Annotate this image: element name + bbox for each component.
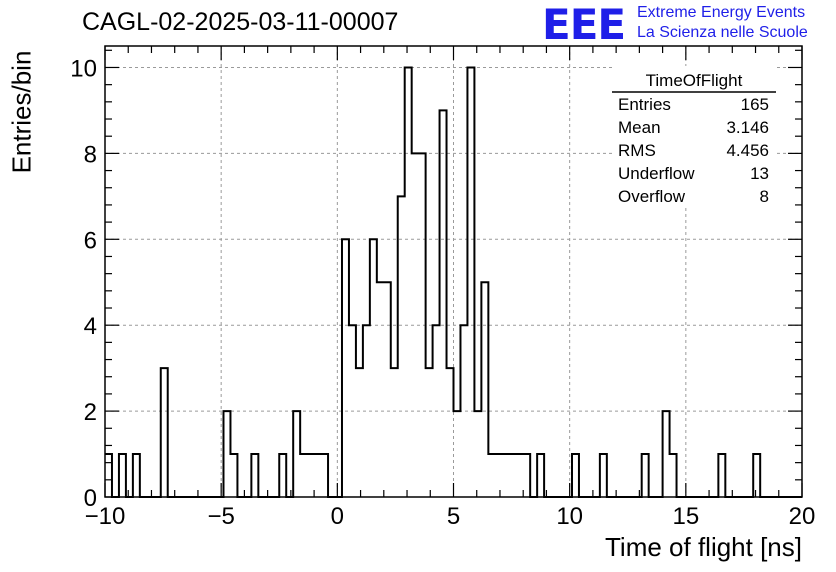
- histogram-bin: [642, 454, 649, 497]
- y-tick-label: 4: [84, 313, 97, 340]
- histogram-bin: [753, 454, 760, 497]
- histogram-bin: [663, 411, 670, 497]
- stats-label: Overflow: [618, 187, 686, 206]
- stats-name: TimeOfFlight: [646, 71, 743, 90]
- stats-box: [612, 66, 776, 206]
- stats-value: 8: [760, 187, 769, 206]
- histogram-bin: [495, 454, 502, 497]
- y-tick-label: 0: [84, 485, 97, 512]
- histogram-bin: [342, 239, 349, 497]
- histogram-bin: [516, 454, 523, 497]
- x-tick-label: −10: [85, 503, 126, 530]
- histogram-bin: [467, 67, 474, 497]
- histogram-bin: [279, 454, 286, 497]
- histogram-bin: [356, 368, 363, 497]
- histogram-bin: [474, 411, 481, 497]
- histogram-outline: [105, 66, 802, 498]
- x-tick-label: 5: [447, 503, 460, 530]
- histogram-bin: [377, 282, 384, 497]
- histogram-bin: [300, 454, 307, 497]
- y-tick-label: 6: [84, 227, 97, 254]
- histogram-bin: [405, 67, 412, 497]
- y-tick-label: 8: [84, 141, 97, 168]
- histogram-bin: [307, 454, 314, 497]
- y-tick-label: 2: [84, 399, 97, 426]
- histogram-bin: [161, 368, 168, 497]
- histogram-bin: [502, 454, 509, 497]
- histogram-bin: [537, 454, 544, 497]
- stats-label: Underflow: [618, 164, 695, 183]
- histogram-bin: [370, 239, 377, 497]
- eee-logo: EEE: [542, 0, 626, 49]
- histogram-bin: [440, 110, 447, 497]
- histogram-bin: [481, 282, 488, 497]
- y-axis-label: Entries/bin: [6, 50, 37, 174]
- histogram-bin: [230, 454, 237, 497]
- histogram-bin: [398, 196, 405, 497]
- histogram-bin: [105, 454, 112, 497]
- histogram-bin: [321, 454, 328, 497]
- histogram-bin: [384, 282, 391, 497]
- x-tick-label: 10: [556, 503, 583, 530]
- eee-logo-line1: Extreme Energy Events: [637, 4, 806, 21]
- x-tick-label: 0: [331, 503, 344, 530]
- x-axis-label: Time of flight [ns]: [605, 532, 802, 562]
- histogram-bin: [391, 368, 398, 497]
- histogram-bin: [426, 368, 433, 497]
- histogram-bin: [454, 411, 461, 497]
- histogram-bin: [133, 454, 140, 497]
- stats-value: 4.456: [726, 141, 769, 160]
- eee-logo-line2: La Scienza nelle Scuole: [637, 24, 808, 41]
- histogram-bin: [119, 454, 126, 497]
- histogram-bin: [523, 454, 530, 497]
- x-tick-label: 15: [672, 503, 699, 530]
- histogram-bin: [251, 454, 258, 497]
- histogram-bin: [600, 454, 607, 497]
- stats-label: RMS: [618, 141, 656, 160]
- stats-value: 165: [741, 95, 769, 114]
- stats-value: 13: [750, 164, 769, 183]
- chart-title: CAGL-02-2025-03-11-00007: [82, 8, 399, 36]
- histogram-bin: [293, 411, 300, 497]
- histogram-bin: [509, 454, 516, 497]
- histogram-bin: [314, 454, 321, 497]
- histogram-bin: [670, 454, 677, 497]
- histogram-bin: [718, 454, 725, 497]
- histogram-bin: [488, 454, 495, 497]
- stats-value: 3.146: [726, 118, 769, 137]
- stats-label: Entries: [618, 95, 671, 114]
- histogram-bin: [223, 411, 230, 497]
- y-tick-label: 10: [70, 55, 97, 82]
- histogram-bin: [572, 454, 579, 497]
- x-tick-label: 20: [789, 503, 816, 530]
- stats-label: Mean: [618, 118, 661, 137]
- x-tick-label: −5: [207, 503, 234, 530]
- histogram-bin: [447, 368, 454, 497]
